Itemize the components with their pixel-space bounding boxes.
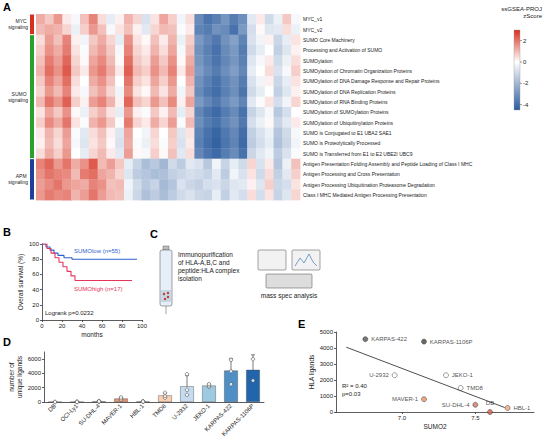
- svg-text:mass spec analysis: mass spec analysis: [261, 292, 318, 300]
- svg-text:-4: -4: [523, 102, 529, 108]
- svg-text:C: C: [150, 228, 158, 240]
- svg-text:60: 60: [99, 323, 106, 329]
- svg-text:TMD8: TMD8: [151, 402, 167, 418]
- svg-text:ssGSEA-PROJ: ssGSEA-PROJ: [501, 6, 542, 12]
- svg-text:isolation: isolation: [178, 275, 202, 282]
- svg-text:A: A: [3, 1, 11, 13]
- svg-text:SUMOylation of DNA Damage Resp: SUMOylation of DNA Damage Response and R…: [303, 78, 440, 84]
- svg-text:U-2932: U-2932: [369, 372, 389, 378]
- svg-text:40: 40: [32, 287, 39, 293]
- svg-text:SUMOylation of Chromatin Organ: SUMOylation of Chromatin Organization Pr…: [303, 68, 412, 74]
- svg-text:MAVER-1: MAVER-1: [100, 402, 123, 425]
- svg-text:SUMOylation of RNA Binding Pro: SUMOylation of RNA Binding Proteins: [303, 99, 388, 105]
- svg-text:MYC: MYC: [15, 18, 28, 25]
- svg-text:peptide:HLA complex: peptide:HLA complex: [178, 267, 241, 275]
- svg-text:20: 20: [59, 323, 66, 329]
- svg-text:7.0: 7.0: [398, 415, 407, 421]
- svg-text:of HLA-A,B,C and: of HLA-A,B,C and: [178, 259, 231, 266]
- svg-text:4000: 4000: [28, 370, 42, 376]
- svg-text:Class I MHC Mediated Antigen P: Class I MHC Mediated Antigen Processing …: [303, 192, 427, 198]
- svg-text:months: months: [81, 331, 103, 338]
- svg-text:100: 100: [29, 241, 40, 247]
- svg-text:0: 0: [40, 323, 44, 329]
- svg-text:KARPAS-1106P: KARPAS-1106P: [221, 403, 255, 437]
- svg-text:SUMOlow (n=55): SUMOlow (n=55): [74, 248, 120, 254]
- svg-text:TMD8: TMD8: [466, 385, 483, 391]
- svg-text:KARPAS-422: KARPAS-422: [203, 402, 234, 433]
- svg-text:5000: 5000: [320, 329, 334, 335]
- svg-text:signaling: signaling: [8, 97, 28, 103]
- svg-text:-2: -2: [523, 80, 529, 86]
- svg-text:KARPAS-1106P: KARPAS-1106P: [430, 339, 473, 345]
- svg-text:signaling: signaling: [8, 24, 28, 30]
- svg-text:p=0.03: p=0.03: [342, 391, 361, 397]
- svg-text:40: 40: [79, 323, 86, 329]
- svg-text:Antigen Processing Ubiquitinat: Antigen Processing Ubiquitination Protea…: [303, 182, 435, 188]
- svg-text:1000: 1000: [320, 393, 334, 399]
- svg-text:2: 2: [523, 38, 527, 44]
- svg-text:E: E: [298, 318, 305, 330]
- svg-text:2000: 2000: [320, 377, 334, 383]
- svg-text:0: 0: [523, 59, 527, 65]
- svg-text:2000: 2000: [28, 385, 42, 391]
- svg-text:80: 80: [119, 323, 126, 329]
- svg-text:6000: 6000: [28, 356, 42, 362]
- svg-text:Overall survival (%): Overall survival (%): [17, 254, 25, 310]
- svg-text:OCI-Ly1: OCI-Ly1: [59, 402, 79, 422]
- svg-text:4000: 4000: [320, 345, 334, 351]
- svg-text:D: D: [3, 336, 11, 348]
- svg-text:APM: APM: [15, 173, 28, 180]
- svg-text:SUMOylation: SUMOylation: [303, 58, 333, 64]
- svg-text:100: 100: [137, 323, 148, 329]
- svg-text:HLA ligands: HLA ligands: [308, 354, 316, 389]
- svg-text:zScore: zScore: [523, 13, 542, 19]
- svg-text:20: 20: [32, 302, 39, 308]
- svg-text:JEKO-1: JEKO-1: [192, 402, 212, 422]
- svg-text:60: 60: [32, 271, 39, 277]
- svg-text:KARPAS-422: KARPAS-422: [371, 336, 408, 342]
- svg-text:80: 80: [32, 256, 39, 262]
- svg-text:SUMO: SUMO: [11, 90, 28, 97]
- svg-text:Processing and Activation of S: Processing and Activation of SUMO: [303, 47, 382, 53]
- svg-text:SUMO is Proteolytically Proces: SUMO is Proteolytically Processed: [303, 140, 380, 146]
- svg-text:SUMOylation of DNA Replication: SUMOylation of DNA Replication Proteins: [303, 89, 396, 95]
- svg-text:SUMO is Transferred from E1 to: SUMO is Transferred from E1 to E2 UBE2I …: [303, 151, 413, 157]
- svg-text:MYC_v1: MYC_v1: [303, 16, 322, 22]
- svg-text:7.5: 7.5: [471, 415, 480, 421]
- svg-text:U-2932: U-2932: [171, 402, 190, 421]
- svg-text:SUMOylation of Ubiquitinylatio: SUMOylation of Ubiquitinylation Proteins: [303, 120, 394, 126]
- svg-text:0: 0: [36, 317, 40, 323]
- svg-text:SU-DHL-4: SU-DHL-4: [442, 402, 470, 408]
- svg-text:SUMO is Conjugated to E1 UBA2: SUMO is Conjugated to E1 UBA2 SAE1: [303, 130, 392, 136]
- svg-text:0: 0: [330, 409, 334, 415]
- svg-text:SU-DHL-4: SU-DHL-4: [77, 402, 101, 426]
- svg-text:DB: DB: [485, 400, 495, 407]
- svg-text:SUMO Core Machinery: SUMO Core Machinery: [303, 37, 355, 43]
- svg-text:SUMOylation of SUMOylation Pro: SUMOylation of SUMOylation Proteins: [303, 109, 389, 115]
- svg-text:Antigen Presentation Folding A: Antigen Presentation Folding Assembly an…: [303, 161, 473, 167]
- svg-text:unique ligands: unique ligands: [16, 355, 24, 398]
- svg-text:signaling: signaling: [8, 179, 28, 185]
- svg-text:Logrank p=0.0232: Logrank p=0.0232: [45, 310, 94, 316]
- svg-text:DB: DB: [47, 403, 57, 413]
- svg-text:number of: number of: [8, 362, 15, 391]
- svg-text:3000: 3000: [320, 361, 334, 367]
- svg-text:0: 0: [38, 399, 42, 405]
- svg-text:SUMOhigh (n=17): SUMOhigh (n=17): [74, 286, 123, 292]
- svg-text:HBL-1: HBL-1: [513, 405, 531, 411]
- svg-text:SUMO2: SUMO2: [423, 423, 447, 430]
- svg-text:MYC_v2: MYC_v2: [303, 27, 322, 33]
- svg-text:B: B: [3, 226, 11, 238]
- svg-text:Immunopurification: Immunopurification: [178, 251, 235, 259]
- svg-text:Antigen Processing and Cross P: Antigen Processing and Cross Presentatio…: [303, 171, 400, 177]
- svg-text:HBL-1: HBL-1: [129, 402, 146, 419]
- svg-text:JEKO-1: JEKO-1: [452, 372, 474, 378]
- svg-text:R² = 0.40: R² = 0.40: [342, 383, 368, 389]
- svg-text:MAVER-1: MAVER-1: [392, 396, 419, 402]
